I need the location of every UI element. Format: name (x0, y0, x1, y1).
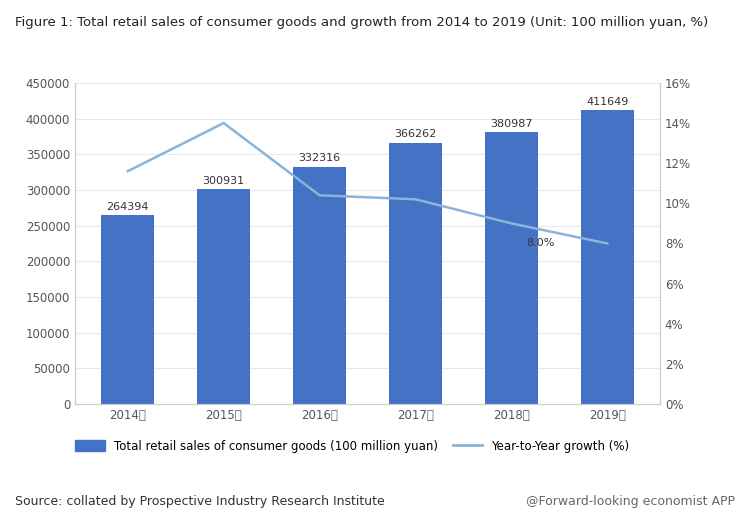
Text: 8.0%: 8.0% (526, 238, 554, 249)
Text: @Forward-looking economist APP: @Forward-looking economist APP (526, 495, 735, 508)
Legend: Total retail sales of consumer goods (100 million yuan), Year-to-Year growth (%): Total retail sales of consumer goods (10… (76, 440, 629, 453)
Bar (389, 142, 442, 404)
Text: 366262: 366262 (394, 129, 436, 139)
Bar (581, 110, 634, 404)
Text: 380987: 380987 (490, 119, 532, 128)
Text: 332316: 332316 (298, 153, 340, 163)
Text: 300931: 300931 (202, 176, 244, 185)
Bar (293, 167, 346, 404)
Text: 411649: 411649 (586, 97, 628, 107)
Text: Source: collated by Prospective Industry Research Institute: Source: collated by Prospective Industry… (15, 495, 385, 508)
Bar (197, 189, 250, 404)
Bar (101, 215, 154, 404)
Bar (485, 132, 538, 404)
Text: 264394: 264394 (106, 202, 149, 212)
Text: Figure 1: Total retail sales of consumer goods and growth from 2014 to 2019 (Uni: Figure 1: Total retail sales of consumer… (15, 16, 708, 28)
